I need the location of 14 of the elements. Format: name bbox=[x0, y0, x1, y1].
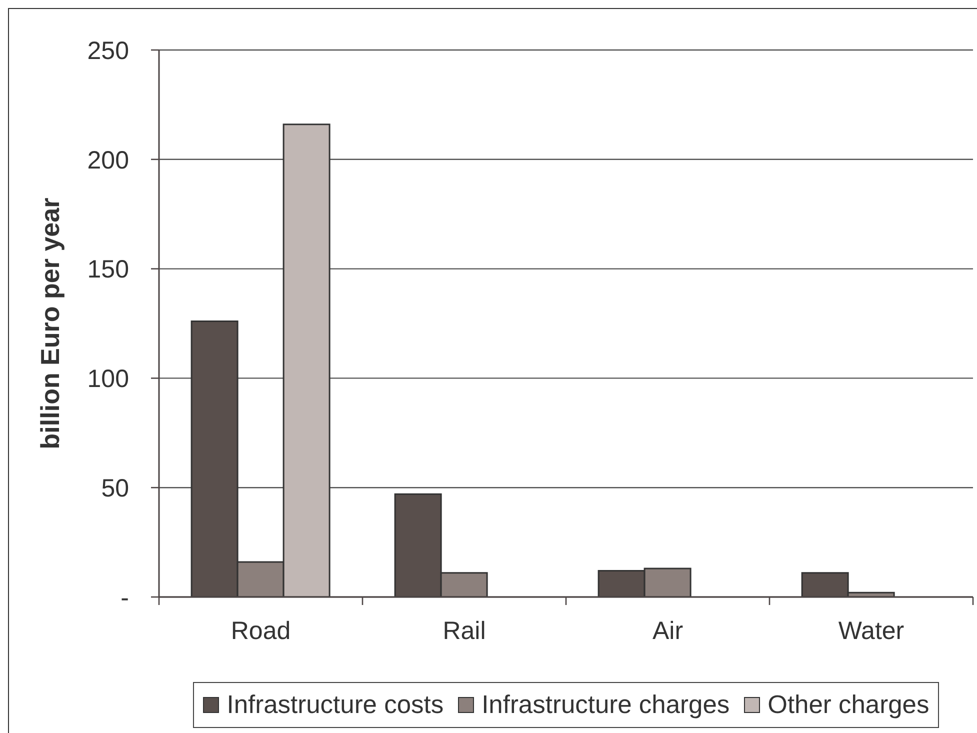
x-tick-label: Rail bbox=[442, 616, 486, 645]
legend-label: Infrastructure costs bbox=[226, 690, 444, 720]
y-tick-label: 150 bbox=[87, 256, 129, 284]
y-tick-label: 100 bbox=[87, 365, 129, 394]
legend-label: Infrastructure charges bbox=[482, 690, 730, 720]
legend-label: Other charges bbox=[768, 690, 930, 720]
x-tick-label: Road bbox=[230, 616, 291, 645]
y-tick-label: - bbox=[120, 584, 129, 612]
x-tick-label: Air bbox=[652, 616, 684, 645]
y-tick-label: 50 bbox=[101, 474, 129, 502]
y-axis-title: billion Euro per year bbox=[35, 198, 65, 450]
x-tick-label: Water bbox=[838, 616, 904, 645]
y-tick-label: 200 bbox=[87, 146, 129, 174]
y-tick-label: 250 bbox=[87, 36, 129, 65]
